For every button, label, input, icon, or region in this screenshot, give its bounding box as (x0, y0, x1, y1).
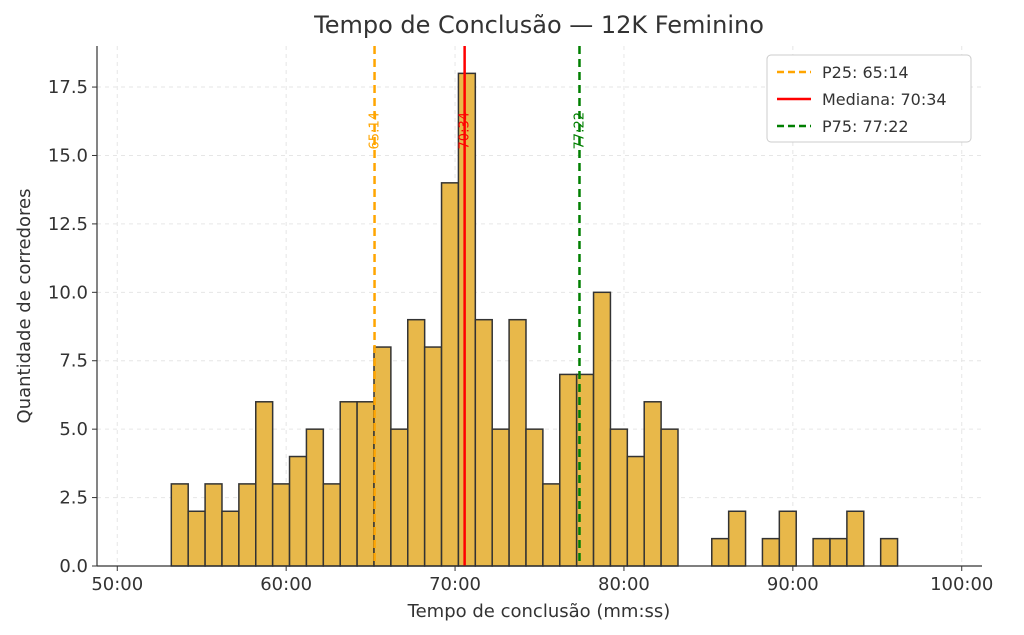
axes: 50:00 60:00 70:00 80:00 90:00 100:00 0.0 2.5 5.0… (48, 46, 993, 595)
histogram-bar (373, 346, 392, 567)
p25-legend-label: P25: 65:14 (822, 63, 909, 82)
p75-legend-label: P75: 77:22 (822, 117, 909, 136)
histogram-bar (491, 428, 510, 567)
x-tick-label: 60:00 (260, 574, 312, 595)
histogram-bar (339, 401, 358, 567)
reference-lines: 65:14 70:34 77:22 (368, 46, 587, 566)
y-tick-label: 17.5 (48, 77, 88, 98)
histogram-bar (609, 428, 629, 567)
histogram-bar (592, 291, 612, 567)
y-tick-label: 2.5 (59, 488, 88, 509)
histogram-bar (271, 483, 291, 567)
histogram-bar (711, 537, 730, 567)
histogram-bar (559, 373, 578, 567)
x-tick-label: 70:00 (429, 574, 481, 595)
y-tick-label: 5.0 (59, 419, 88, 440)
histogram-bar (846, 510, 865, 567)
x-tick-label: 90:00 (767, 574, 819, 595)
histogram-bar (542, 483, 561, 567)
histogram-bar (761, 537, 781, 567)
y-tick-label: 10.0 (48, 282, 88, 303)
histogram-bar (660, 428, 679, 567)
y-tick-label: 7.5 (59, 351, 88, 372)
y-tick-label: 0.0 (59, 556, 88, 577)
p75-line-label: 77:22 (572, 112, 587, 149)
histogram-bar (288, 455, 308, 567)
histogram-bar (727, 510, 747, 567)
histogram-bar (778, 510, 797, 567)
histogram-bar (305, 428, 325, 567)
histogram-bar (440, 182, 460, 567)
x-axis-label: Tempo de conclusão (mm:ss) (407, 601, 671, 622)
histogram-bar (187, 510, 206, 567)
y-tick-label: 15.0 (48, 145, 88, 166)
mediana-legend-label: Mediana: 70:34 (822, 90, 947, 109)
histogram-bar (356, 401, 375, 567)
histogram-bar (525, 428, 544, 567)
x-tick-label: 100:00 (930, 574, 993, 595)
chart-title: Tempo de Conclusão — 12K Feminino (313, 11, 764, 39)
histogram-bar (812, 537, 831, 567)
histogram-bar (221, 510, 240, 567)
histogram-bar (390, 428, 409, 567)
histogram-bar (238, 483, 257, 567)
y-tick-label: 12.5 (48, 214, 88, 235)
histogram-bar (407, 318, 426, 567)
legend-box (766, 54, 972, 143)
histogram-bars (170, 72, 899, 567)
histogram-bar (829, 537, 848, 567)
histogram-bar (474, 318, 493, 567)
mediana-line-label: 70:34 (458, 112, 473, 149)
histogram-bar (879, 537, 899, 567)
y-axis-label: Quantidade de corredores (14, 189, 35, 424)
histogram-bar (626, 455, 645, 567)
histogram-bar (423, 346, 443, 567)
histogram-bar (255, 401, 274, 567)
x-tick-label: 50:00 (91, 574, 143, 595)
histogram-bar (508, 318, 527, 567)
legend: P25: 65:14 Mediana: 70:34 P75: 77:22 (766, 54, 972, 143)
p25-line-label: 65:14 (368, 112, 383, 149)
histogram-bar (322, 483, 341, 567)
x-tick-label: 80:00 (598, 574, 650, 595)
histogram-bar (204, 483, 223, 567)
histogram-bar (643, 401, 662, 567)
histogram-bar (170, 483, 189, 567)
